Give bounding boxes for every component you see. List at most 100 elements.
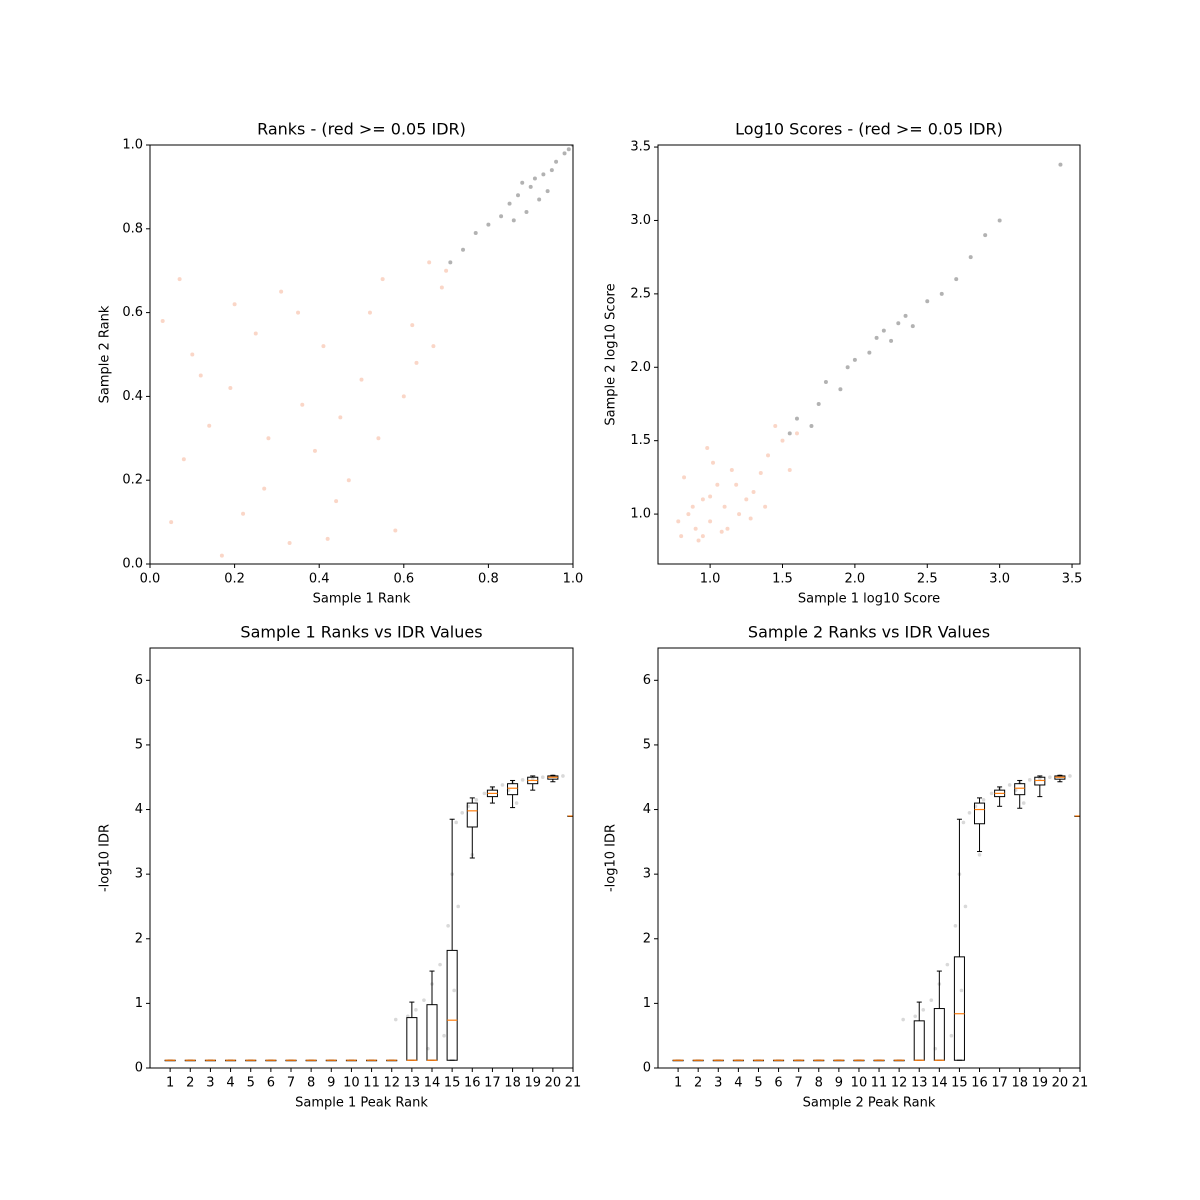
x-tick-label: 15	[444, 1076, 461, 1091]
box	[426, 1004, 438, 1061]
x-tick-label: 20	[1052, 1076, 1069, 1091]
y-tick-label: 6	[643, 673, 651, 688]
point	[181, 457, 186, 462]
point	[719, 529, 724, 534]
y-tick-label: 0.4	[122, 389, 143, 404]
point	[190, 352, 195, 357]
point	[968, 255, 973, 260]
point	[312, 448, 317, 453]
point	[444, 268, 449, 273]
x-tick-label: 2	[694, 1076, 702, 1091]
point	[446, 924, 450, 928]
point	[823, 379, 828, 384]
y-axis-label: Sample 2 log10 Score	[604, 283, 619, 425]
point	[910, 324, 915, 329]
x-tick-label: 9	[835, 1076, 843, 1091]
point	[925, 299, 930, 304]
point	[758, 470, 763, 475]
point	[566, 147, 571, 152]
y-tick-label: 3.5	[630, 140, 651, 155]
point	[780, 438, 785, 443]
y-tick-label: 4	[643, 802, 651, 817]
point	[438, 962, 442, 967]
box	[1014, 783, 1026, 796]
point	[431, 344, 436, 349]
point	[1058, 162, 1063, 167]
x-axis-label: Sample 1 Rank	[313, 592, 411, 607]
plot-area	[676, 162, 1063, 543]
point	[300, 402, 305, 407]
point	[461, 247, 466, 252]
point	[983, 233, 988, 238]
box	[507, 783, 519, 796]
plot-area	[164, 774, 573, 1062]
point	[253, 331, 258, 336]
y-tick-label: 6	[135, 673, 143, 688]
point	[241, 511, 246, 516]
y-tick-label: 0.8	[122, 221, 143, 236]
point	[1027, 778, 1032, 782]
point	[913, 1014, 918, 1019]
point	[722, 504, 727, 509]
point	[1068, 774, 1072, 778]
x-tick-label: 12	[891, 1076, 908, 1091]
point	[977, 852, 982, 857]
point	[520, 180, 525, 185]
x-tick-label: 1.5	[772, 572, 793, 587]
y-tick-label: 3	[643, 867, 651, 882]
point	[696, 538, 701, 543]
point	[160, 318, 165, 323]
y-axis-label: -log10 IDR	[98, 824, 113, 892]
point	[507, 201, 512, 206]
point	[729, 468, 734, 473]
point	[393, 1017, 398, 1022]
x-tick-label: 8	[815, 1076, 823, 1091]
point	[561, 774, 565, 778]
point	[439, 285, 444, 290]
point	[763, 504, 768, 509]
point	[393, 528, 398, 533]
point	[540, 775, 545, 780]
point	[715, 482, 720, 487]
point	[700, 497, 705, 502]
point	[321, 344, 326, 349]
point	[554, 159, 559, 164]
x-tick-label: 2.5	[917, 572, 938, 587]
plot-area	[160, 145, 573, 558]
x-tick-label: 21	[565, 1076, 582, 1091]
subplot: Ranks - (red >= 0.05 IDR) Sample 1 Rank Sa…	[98, 120, 584, 607]
x-tick-label: 7	[795, 1076, 803, 1091]
point	[751, 490, 756, 495]
point	[997, 218, 1002, 223]
point	[981, 798, 986, 802]
x-tick-label: 15	[951, 1076, 968, 1091]
point	[516, 193, 521, 198]
point	[456, 904, 460, 909]
axes-frame	[657, 144, 1081, 565]
point	[889, 338, 894, 343]
subplot: Sample 2 Ranks vs IDR Values Sample 2 Pea…	[604, 623, 1089, 1111]
y-tick-label: 2.0	[630, 360, 651, 375]
point	[734, 482, 739, 487]
point	[690, 504, 695, 509]
point	[949, 1033, 954, 1038]
point	[482, 791, 487, 796]
point	[442, 1033, 446, 1038]
x-tick-label: 14	[931, 1076, 948, 1091]
point	[787, 431, 792, 436]
point	[1021, 801, 1026, 805]
point	[838, 387, 843, 392]
point	[346, 478, 351, 483]
point	[794, 431, 799, 436]
point	[296, 310, 301, 315]
point	[852, 357, 857, 362]
x-tick-label: 16	[464, 1076, 481, 1091]
x-tick-label: 5	[754, 1076, 762, 1091]
point	[867, 350, 872, 355]
point	[177, 277, 182, 282]
y-tick-label: 5	[643, 737, 651, 752]
point	[708, 494, 713, 499]
x-tick-label: 20	[545, 1076, 562, 1091]
x-tick-label: 7	[287, 1076, 295, 1091]
point	[338, 415, 343, 420]
